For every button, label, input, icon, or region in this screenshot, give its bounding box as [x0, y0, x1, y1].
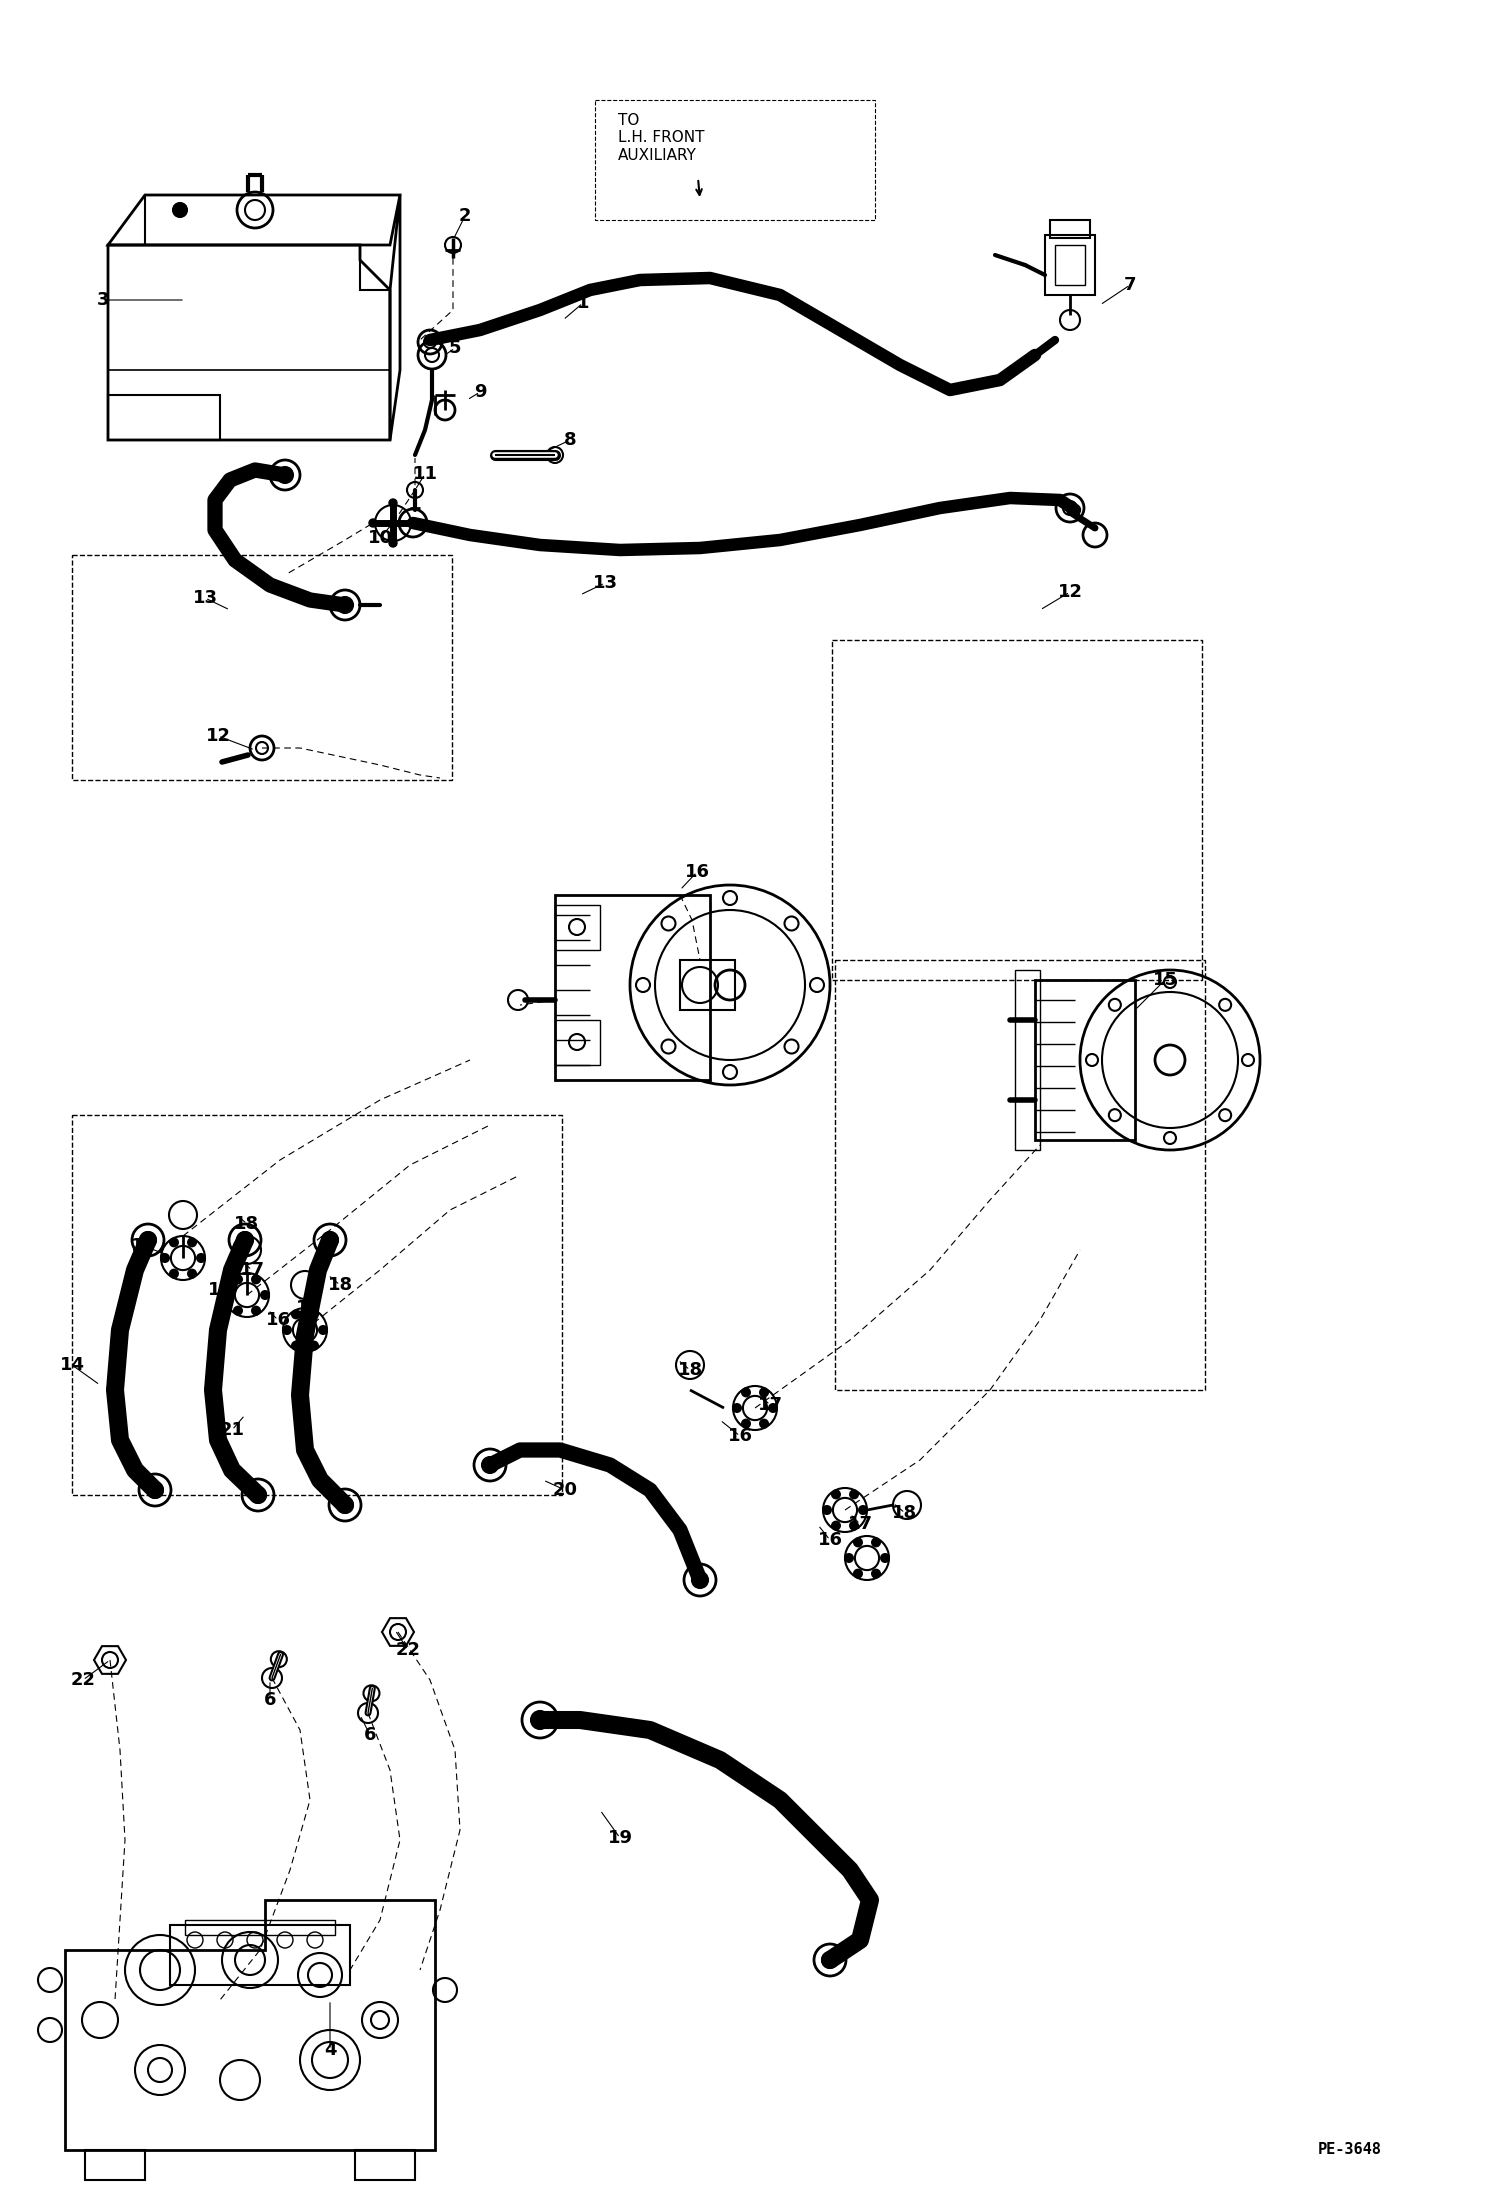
- Bar: [831, 640, 1201, 980]
- Text: 10: 10: [367, 529, 392, 546]
- Circle shape: [759, 1388, 768, 1397]
- Bar: [184, 1921, 336, 1934]
- Text: 18: 18: [328, 1276, 352, 1294]
- Text: 16: 16: [728, 1428, 752, 1445]
- Circle shape: [733, 1404, 742, 1412]
- Text: 22: 22: [395, 1640, 421, 1658]
- Text: 17: 17: [240, 1261, 265, 1279]
- Circle shape: [822, 1507, 831, 1513]
- Circle shape: [742, 1419, 750, 1428]
- Bar: [72, 1114, 562, 1496]
- Text: 3: 3: [97, 292, 109, 309]
- Circle shape: [872, 1570, 879, 1577]
- Circle shape: [169, 1239, 178, 1246]
- Circle shape: [849, 1491, 858, 1498]
- Circle shape: [369, 520, 377, 526]
- Circle shape: [854, 1539, 861, 1546]
- Circle shape: [160, 1254, 169, 1261]
- Circle shape: [252, 1276, 261, 1283]
- Text: 17: 17: [758, 1397, 782, 1414]
- Text: PE-3648: PE-3648: [1318, 2143, 1383, 2158]
- Text: 18: 18: [235, 1215, 259, 1232]
- Circle shape: [858, 1507, 867, 1513]
- Text: 6: 6: [264, 1691, 276, 1708]
- Text: 12: 12: [1058, 583, 1083, 601]
- Bar: [169, 1925, 351, 1985]
- Circle shape: [845, 1555, 852, 1561]
- Circle shape: [831, 1491, 840, 1498]
- Circle shape: [831, 1522, 840, 1529]
- Circle shape: [759, 1419, 768, 1428]
- Bar: [1016, 969, 1040, 1149]
- Circle shape: [768, 1404, 777, 1412]
- Text: 21: 21: [220, 1421, 244, 1439]
- Circle shape: [189, 1270, 196, 1279]
- Circle shape: [189, 1239, 196, 1246]
- Circle shape: [261, 1292, 270, 1298]
- Text: 18: 18: [893, 1504, 918, 1522]
- Text: 12: 12: [205, 728, 231, 746]
- Text: 7: 7: [1124, 276, 1137, 294]
- Text: 4: 4: [324, 2042, 336, 2059]
- Circle shape: [292, 1311, 300, 1318]
- Circle shape: [172, 204, 187, 217]
- Text: 18: 18: [677, 1362, 703, 1379]
- Text: 16: 16: [265, 1311, 291, 1329]
- Text: 20: 20: [553, 1480, 578, 1500]
- Circle shape: [319, 1327, 327, 1333]
- Circle shape: [310, 1311, 318, 1318]
- Circle shape: [881, 1555, 888, 1561]
- Circle shape: [854, 1570, 861, 1577]
- Circle shape: [310, 1342, 318, 1349]
- Circle shape: [234, 1307, 243, 1314]
- Circle shape: [389, 539, 397, 546]
- Text: 15: 15: [1152, 971, 1177, 989]
- Text: 6: 6: [364, 1726, 376, 1743]
- Text: 19: 19: [608, 1829, 632, 1847]
- Text: 2: 2: [458, 206, 472, 226]
- Text: 1: 1: [577, 294, 589, 311]
- Text: 14: 14: [60, 1355, 84, 1375]
- Bar: [1055, 246, 1085, 285]
- Text: 16: 16: [208, 1281, 232, 1298]
- Circle shape: [872, 1539, 879, 1546]
- Circle shape: [283, 1327, 291, 1333]
- Text: 13: 13: [193, 590, 217, 607]
- Text: 5: 5: [449, 340, 461, 357]
- Text: 17: 17: [848, 1515, 872, 1533]
- Circle shape: [292, 1342, 300, 1349]
- Circle shape: [234, 1276, 243, 1283]
- Text: 16: 16: [818, 1531, 842, 1548]
- Circle shape: [849, 1522, 858, 1529]
- Text: 9: 9: [473, 384, 487, 401]
- Text: 17: 17: [295, 1298, 321, 1318]
- Text: 16: 16: [130, 1237, 156, 1254]
- Bar: [680, 961, 736, 1011]
- Circle shape: [252, 1307, 261, 1314]
- Text: 22: 22: [70, 1671, 96, 1689]
- Text: 16: 16: [685, 864, 710, 882]
- Circle shape: [198, 1254, 205, 1261]
- Circle shape: [169, 1270, 178, 1279]
- Bar: [834, 961, 1204, 1390]
- Circle shape: [409, 520, 416, 526]
- Circle shape: [225, 1292, 232, 1298]
- Bar: [1050, 219, 1091, 239]
- Bar: [595, 101, 875, 219]
- Text: 8: 8: [563, 432, 577, 450]
- Circle shape: [742, 1388, 750, 1397]
- Text: 11: 11: [412, 465, 437, 482]
- Text: 13: 13: [593, 575, 617, 592]
- Circle shape: [389, 500, 397, 507]
- Bar: [72, 555, 452, 781]
- Bar: [1046, 235, 1095, 296]
- Text: TO
L.H. FRONT
AUXILIARY: TO L.H. FRONT AUXILIARY: [619, 114, 704, 162]
